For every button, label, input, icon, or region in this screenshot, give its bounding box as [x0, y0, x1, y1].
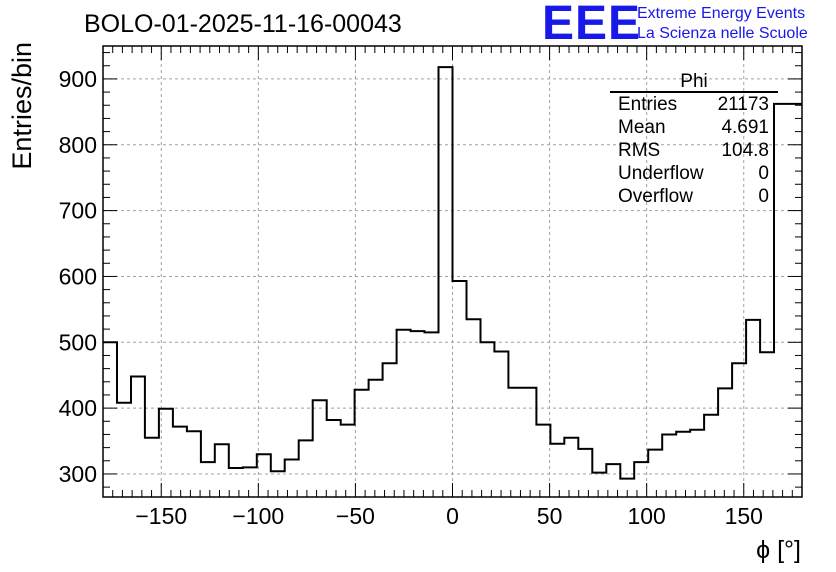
histogram-bin: [187, 431, 201, 497]
x-axis-label: ϕ [°]: [756, 536, 801, 564]
x-tick-label: 50: [537, 503, 563, 529]
histogram-bin: [718, 388, 732, 497]
histogram-bin: [760, 352, 774, 497]
histogram-bin: [299, 440, 313, 497]
histogram-bin: [117, 403, 131, 497]
stat-label: RMS: [618, 140, 661, 161]
histogram-bin: [439, 67, 453, 497]
histogram-bin: [131, 377, 145, 497]
histogram-bin: [536, 425, 550, 497]
histogram-bin: [285, 459, 299, 497]
histogram-bin: [480, 342, 494, 497]
stats-title: Phi: [610, 72, 778, 93]
histogram-bin: [313, 400, 327, 497]
histogram-bin: [327, 420, 341, 497]
histogram-bin: [578, 449, 592, 497]
histogram-bin: [662, 434, 676, 497]
histogram-bin: [397, 330, 411, 497]
histogram-bin: [522, 388, 536, 497]
histogram-bin: [648, 450, 662, 497]
histogram-bin: [369, 380, 383, 497]
histogram-bin: [746, 320, 760, 497]
histogram-bin: [690, 430, 704, 497]
stat-label: Mean: [618, 117, 666, 138]
histogram-bin: [732, 363, 746, 497]
histogram-bin: [676, 432, 690, 497]
x-tick-label: −50: [336, 503, 375, 529]
stat-label: Entries: [618, 94, 678, 115]
logo-mark: EEE: [542, 0, 642, 50]
histogram-bin: [243, 467, 257, 497]
x-tick-label: 0: [446, 503, 459, 529]
y-tick-label: 700: [59, 198, 97, 224]
histogram-bin: [145, 438, 159, 497]
stat-value: 0: [758, 163, 769, 184]
y-axis-label: Entries/bin: [7, 42, 37, 170]
x-tick-label: 150: [725, 503, 763, 529]
x-tick-label: −150: [135, 503, 187, 529]
histogram-bin: [173, 427, 187, 497]
stat-row-overflow: Overflow 0: [610, 185, 778, 208]
histogram-bin: [494, 351, 508, 497]
stat-value: 21173: [717, 94, 769, 115]
histogram-bin: [383, 363, 397, 497]
histogram-bin: [229, 468, 243, 497]
histogram-bin: [201, 462, 215, 497]
histogram-bin: [159, 409, 173, 497]
histogram-bin: [355, 390, 369, 497]
histogram-bin: [466, 319, 480, 497]
stat-row-rms: RMS 104.8: [610, 139, 778, 162]
histogram-bin: [508, 388, 522, 497]
stat-value: 4.691: [721, 117, 769, 138]
stat-label: Underflow: [618, 163, 704, 184]
histogram-bin: [215, 444, 229, 497]
y-tick-label: 900: [59, 66, 97, 92]
stat-value: 0: [758, 186, 769, 207]
y-tick-label: 400: [59, 395, 97, 421]
stat-label: Overflow: [618, 186, 693, 207]
histogram-bin: [564, 438, 578, 497]
logo-line-2: La Scienza nelle Scuole: [637, 25, 808, 42]
histogram-bin: [634, 462, 648, 497]
histogram-bin: [271, 471, 285, 497]
x-tick-label: 100: [627, 503, 665, 529]
y-tick-label: 600: [59, 263, 97, 289]
histogram-bin: [606, 464, 620, 497]
plot-frame: [102, 45, 803, 498]
histogram-bin: [550, 444, 564, 497]
histogram-outline: [103, 66, 802, 480]
histogram-bin: [425, 332, 439, 497]
histogram-bin: [341, 425, 355, 497]
histogram-bin: [788, 104, 802, 497]
y-tick-label: 300: [59, 461, 97, 487]
histogram-bin: [453, 281, 467, 497]
histogram-bin: [103, 342, 117, 497]
logo-line-1: Extreme Energy Events: [637, 5, 806, 22]
histogram-bin: [592, 473, 606, 497]
histogram-bin: [411, 331, 425, 497]
stat-value: 104.8: [721, 140, 769, 161]
y-tick-label: 800: [59, 132, 97, 158]
histogram-bin: [257, 454, 271, 497]
chart-title: BOLO-01-2025-11-16-00043: [84, 10, 402, 38]
x-tick-label: −100: [232, 503, 284, 529]
histogram-bin: [620, 479, 634, 497]
stats-box: Phi Entries 21173 Mean 4.691 RMS 104.8 U…: [610, 72, 778, 208]
stat-row-entries: Entries 21173: [610, 93, 778, 116]
y-tick-label: 500: [59, 329, 97, 355]
histogram-bin: [704, 415, 718, 497]
stat-row-mean: Mean 4.691: [610, 116, 778, 139]
stat-row-underflow: Underflow 0: [610, 162, 778, 185]
